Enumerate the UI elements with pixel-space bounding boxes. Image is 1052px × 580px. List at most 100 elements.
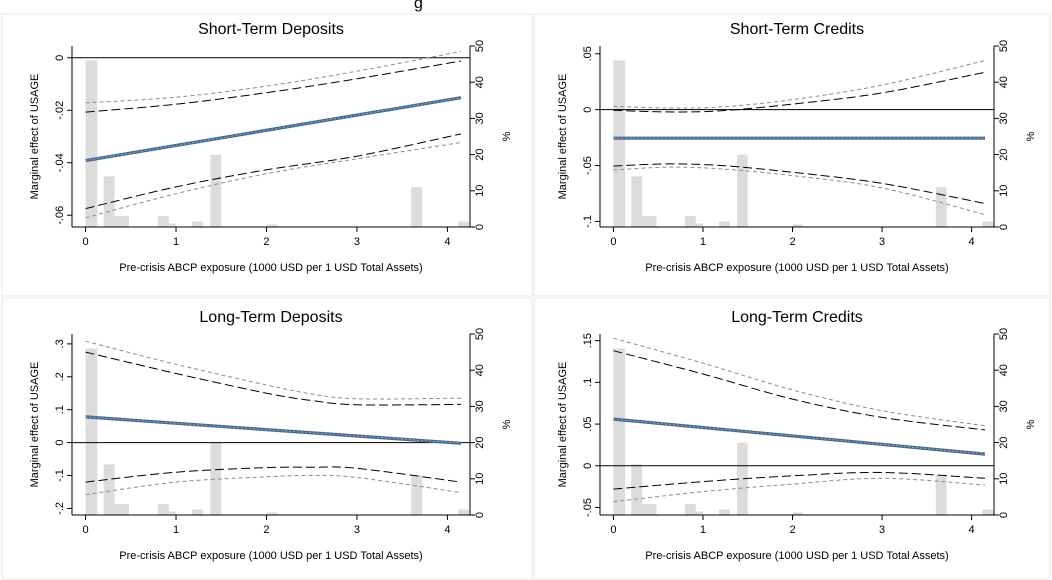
y2-axis-label: % — [501, 131, 513, 141]
x-tick-label: 2 — [263, 236, 269, 248]
y-tick-label: 0 — [582, 107, 594, 113]
histogram-bar — [411, 475, 423, 515]
histogram-bar — [737, 154, 748, 227]
chart-panel: 0 1 2 3 4 -.1 -.05 0 .05 0 10 20 30 40 50 Short-Term Cr… — [533, 13, 1051, 297]
x-tick-label: 1 — [700, 524, 706, 536]
histogram-bar — [266, 512, 278, 515]
y-axis-label: Marginal effect of USAGE — [29, 74, 41, 200]
y-tick-label: .15 — [582, 333, 594, 348]
y2-tick-label: 20 — [474, 148, 486, 160]
y-tick-label: .1 — [582, 378, 594, 387]
y-tick-label: -.04 — [54, 153, 66, 172]
ci95-upper-line — [613, 350, 986, 431]
y-tick-label: -.05 — [582, 498, 594, 517]
y-tick-label: -.1 — [582, 215, 594, 228]
panel-frame — [533, 13, 1051, 297]
estimate-line-highlight — [85, 416, 462, 444]
ci90-lower-line — [85, 142, 462, 219]
y2-tick-label: 20 — [474, 436, 486, 448]
y2-tick-label: 50 — [998, 40, 1010, 52]
y2-tick-label: 20 — [998, 148, 1010, 160]
y-tick-label: .3 — [54, 339, 66, 348]
ci95-lower-line — [85, 466, 462, 483]
histogram-bar — [103, 464, 115, 515]
y-tick-label: 0 — [54, 55, 66, 61]
y2-tick-label: 10 — [998, 185, 1010, 197]
panel-frame — [1, 297, 533, 580]
x-axis-label: Pre-crisis ABCP exposure (1000 USD per 1… — [119, 550, 422, 562]
y2-tick-label: 40 — [998, 76, 1010, 88]
x-tick-label: 2 — [263, 524, 269, 536]
y2-tick-label: 50 — [998, 328, 1010, 340]
panel-title: Long-Term Deposits — [199, 309, 342, 326]
x-tick-label: 0 — [610, 524, 616, 536]
y2-tick-label: 0 — [998, 224, 1010, 230]
histogram-bar — [168, 223, 177, 227]
y2-axis-label: % — [1025, 419, 1037, 429]
y-tick-label: .05 — [582, 416, 594, 431]
estimate-line-highlight — [85, 97, 462, 161]
y2-tick-label: 40 — [474, 76, 486, 88]
x-tick-label: 1 — [700, 236, 706, 248]
histogram-bar — [168, 511, 177, 515]
histogram-bar — [613, 348, 626, 515]
chart-panel: 0 1 2 3 4 -.2 -.1 0 .1 .2 .3 0 10 20 30 40 50 Long-Term D… — [1, 297, 533, 580]
ci90-lower-line — [613, 477, 986, 503]
y2-tick-label: 50 — [474, 328, 486, 340]
y2-tick-label: 30 — [998, 112, 1010, 124]
histogram-bar — [642, 216, 657, 227]
y-axis-label: Marginal effect of USAGE — [29, 362, 41, 488]
y2-tick-label: 10 — [474, 473, 486, 485]
histogram-bar — [192, 509, 204, 515]
x-tick-label: 3 — [354, 524, 360, 536]
ci95-upper-line — [85, 351, 462, 406]
y2-tick-label: 30 — [998, 400, 1010, 412]
histogram-bar — [631, 176, 643, 227]
y2-axis-label: % — [1025, 131, 1037, 141]
y2-tick-label: 40 — [998, 364, 1010, 376]
x-tick-label: 0 — [83, 524, 89, 536]
panel-title: Short-Term Deposits — [198, 21, 344, 38]
ci90-upper-line — [85, 51, 462, 104]
histogram-bar — [631, 464, 643, 515]
y-tick-label: .2 — [54, 372, 66, 381]
histogram-bar — [935, 475, 947, 515]
plot-area — [72, 340, 470, 515]
histogram-bar — [458, 221, 470, 227]
histogram-bar — [210, 442, 222, 515]
ci90-upper-line — [613, 60, 986, 109]
histogram-bar — [85, 60, 98, 227]
histogram-bar — [613, 60, 626, 227]
plot-area — [600, 60, 994, 227]
histogram-bar — [719, 221, 730, 227]
x-tick-label: 1 — [173, 236, 179, 248]
histogram-bar — [458, 509, 470, 515]
histogram-bar — [792, 512, 804, 515]
y2-tick-label: 50 — [474, 40, 486, 52]
y-tick-label: -.06 — [54, 206, 66, 225]
y-axis-label: Marginal effect of USAGE — [557, 362, 569, 488]
histogram-bar — [192, 221, 204, 227]
x-tick-label: 4 — [969, 236, 975, 248]
y2-tick-label: 0 — [998, 512, 1010, 518]
ci95-upper-line — [85, 60, 462, 113]
histogram-bar — [719, 509, 730, 515]
y2-axis-label: % — [501, 419, 513, 429]
y-tick-label: .05 — [582, 46, 594, 61]
ci90-lower-line — [613, 166, 986, 216]
y-axis-label: Marginal effect of USAGE — [557, 74, 569, 200]
histogram-bar — [982, 509, 994, 515]
histogram-bar — [737, 442, 748, 515]
y2-tick-label: 40 — [474, 364, 486, 376]
x-tick-label: 0 — [610, 236, 616, 248]
histogram-bar — [685, 216, 696, 227]
histogram-bar — [103, 176, 115, 227]
y2-tick-label: 10 — [474, 185, 486, 197]
y2-tick-label: 30 — [474, 112, 486, 124]
x-axis-label: Pre-crisis ABCP exposure (1000 USD per 1… — [119, 262, 422, 274]
panel-title: Long-Term Credits — [731, 309, 863, 326]
panel-frame — [533, 297, 1051, 580]
histogram-bar — [210, 154, 222, 227]
panel-frame — [1, 13, 533, 297]
chart-panel: 0 1 2 3 4 -.05 0 .05 .1 .15 0 10 20 30 40 50 Long-Term C… — [533, 297, 1051, 580]
